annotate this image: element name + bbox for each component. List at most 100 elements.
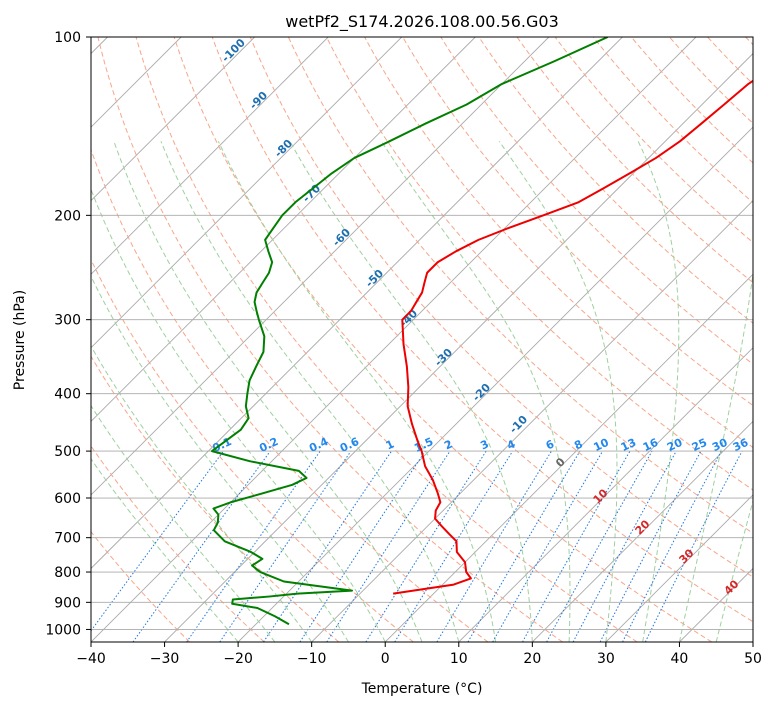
isotherm-line bbox=[679, 567, 753, 642]
isotherm-line bbox=[237, 126, 753, 642]
isotherm-line bbox=[91, 37, 623, 570]
dry-adiabat-line bbox=[364, 37, 753, 449]
mixing-ratio-line bbox=[467, 450, 581, 642]
x-tick-label: 50 bbox=[744, 651, 762, 667]
mixing-ratio-line bbox=[299, 450, 426, 642]
dry-adiabat-line bbox=[326, 37, 753, 491]
y-tick-label: 100 bbox=[54, 30, 81, 46]
mixing-ratio-line bbox=[219, 450, 352, 642]
isotherm-line bbox=[752, 641, 753, 642]
mixing-ratio-line bbox=[91, 450, 224, 632]
dry-adiabat-line bbox=[592, 37, 753, 204]
dry-adiabat-line bbox=[402, 37, 753, 407]
isotherm-line bbox=[91, 37, 255, 202]
dry-adiabat-line bbox=[135, 37, 638, 642]
isotherm-line bbox=[91, 37, 476, 422]
dry-adiabat-line bbox=[91, 445, 265, 642]
dry-adiabat-label: -100 bbox=[219, 36, 248, 65]
y-tick-label: 300 bbox=[54, 313, 81, 329]
isotherm-line bbox=[311, 200, 753, 642]
plot-frame bbox=[90, 36, 754, 643]
dry-adiabat-label: -30 bbox=[432, 346, 455, 369]
profile-lines bbox=[211, 37, 753, 626]
moist-adiabat-line bbox=[91, 404, 276, 642]
dry-adiabat-line bbox=[745, 37, 753, 46]
dry-adiabat-label: -40 bbox=[397, 307, 420, 330]
x-axis-ticks: −40 −30 −20 −10 0 10 20 30 40 50 bbox=[76, 642, 762, 667]
isotherm-line bbox=[91, 37, 329, 275]
mixing-ratio-line bbox=[522, 450, 631, 642]
mixing-ratio-line bbox=[572, 450, 677, 642]
temperature-line bbox=[393, 79, 753, 595]
y-tick-label: 800 bbox=[54, 565, 81, 581]
y-tick-label: 500 bbox=[54, 444, 81, 460]
moist-adiabat-label: 10 bbox=[591, 486, 611, 506]
dry-adiabat-line bbox=[97, 37, 563, 642]
x-tick-label: 10 bbox=[450, 651, 468, 667]
dry-adiabat-line bbox=[91, 355, 340, 642]
mixing-ratio-label: 1 bbox=[384, 437, 396, 452]
dry-adiabat-lines bbox=[91, 37, 753, 642]
x-tick-label: −30 bbox=[150, 651, 180, 667]
y-axis-label: Pressure (hPa) bbox=[12, 290, 28, 390]
dry-adiabat-line bbox=[91, 258, 414, 642]
chart-title: wetPf2_S174.2026.108.00.56.G03 bbox=[285, 12, 559, 32]
moist-adiabat-label: 40 bbox=[722, 577, 742, 597]
mixing-ratio-line bbox=[644, 450, 743, 642]
dry-adiabat-label: -90 bbox=[247, 89, 270, 112]
x-axis-label: Temperature (°C) bbox=[361, 681, 483, 697]
x-tick-label: 30 bbox=[597, 651, 615, 667]
x-tick-label: 0 bbox=[381, 651, 390, 667]
dry-adiabat-line bbox=[211, 37, 753, 623]
dry-adiabat-line bbox=[287, 37, 753, 534]
isotherm-line bbox=[605, 494, 753, 642]
y-tick-label: 400 bbox=[54, 387, 81, 403]
isotherm-line bbox=[91, 37, 697, 642]
mixing-ratio-label: 10 bbox=[591, 436, 611, 454]
x-tick-label: −10 bbox=[297, 651, 327, 667]
isotherm-line bbox=[91, 37, 403, 349]
dry-adiabat-line bbox=[440, 37, 753, 365]
dry-adiabat-line bbox=[707, 37, 753, 85]
isotherm-line bbox=[458, 347, 753, 642]
moist-adiabat-label: 20 bbox=[633, 517, 653, 537]
y-tick-label: 1000 bbox=[45, 622, 81, 638]
dry-adiabat-label: -60 bbox=[330, 226, 353, 249]
y-tick-label: 700 bbox=[54, 531, 81, 547]
x-tick-label: −40 bbox=[76, 651, 106, 667]
dry-adiabat-line bbox=[249, 37, 753, 578]
moist-adiabat-line bbox=[637, 141, 680, 642]
moist-adiabat-line bbox=[715, 499, 753, 642]
isotherm-line bbox=[91, 37, 550, 496]
y-axis-ticks: 1000 900 800 700 600 500 400 300 200 100 bbox=[45, 30, 91, 638]
mixing-ratio-line bbox=[365, 450, 487, 642]
moist-adiabat-line bbox=[160, 141, 460, 642]
mixing-ratio-label: 0.6 bbox=[338, 435, 361, 455]
dry-adiabat-label: -70 bbox=[300, 182, 323, 205]
mixing-ratio-line bbox=[326, 450, 451, 642]
mixing-ratio-line bbox=[599, 450, 702, 642]
x-tick-label: −20 bbox=[223, 651, 253, 667]
mixing-ratio-line bbox=[132, 450, 271, 642]
mixing-ratio-line bbox=[622, 450, 722, 642]
dry-adiabat-label: -20 bbox=[470, 381, 493, 404]
moist-adiabat-line bbox=[289, 141, 533, 642]
dry-adiabat-label: -80 bbox=[272, 137, 295, 160]
mixing-ratio-label: 16 bbox=[641, 436, 661, 454]
mixing-ratio-label: 25 bbox=[690, 436, 709, 454]
background-line-labels: 0.1 0.2 0.4 0.6 1 1.5 2 3 4 6 8 10 13 16 20 25 30 36-100-… bbox=[210, 36, 750, 598]
dry-adiabat-line bbox=[91, 148, 489, 642]
mixing-ratio-label: 13 bbox=[619, 436, 638, 454]
y-tick-label: 600 bbox=[54, 491, 81, 507]
moist-adiabat-label: 30 bbox=[677, 546, 697, 566]
y-tick-label: 900 bbox=[54, 595, 81, 611]
mixing-ratio-label: 20 bbox=[665, 436, 685, 454]
moist-adiabat-line bbox=[217, 141, 497, 642]
mixing-ratio-line bbox=[436, 450, 552, 642]
moist-adiabat-line bbox=[678, 270, 753, 642]
mixing-ratio-lines bbox=[91, 450, 743, 642]
moist-adiabat-lines bbox=[91, 141, 753, 642]
dewpoint-line bbox=[211, 37, 609, 626]
isotherm-line bbox=[164, 52, 753, 642]
